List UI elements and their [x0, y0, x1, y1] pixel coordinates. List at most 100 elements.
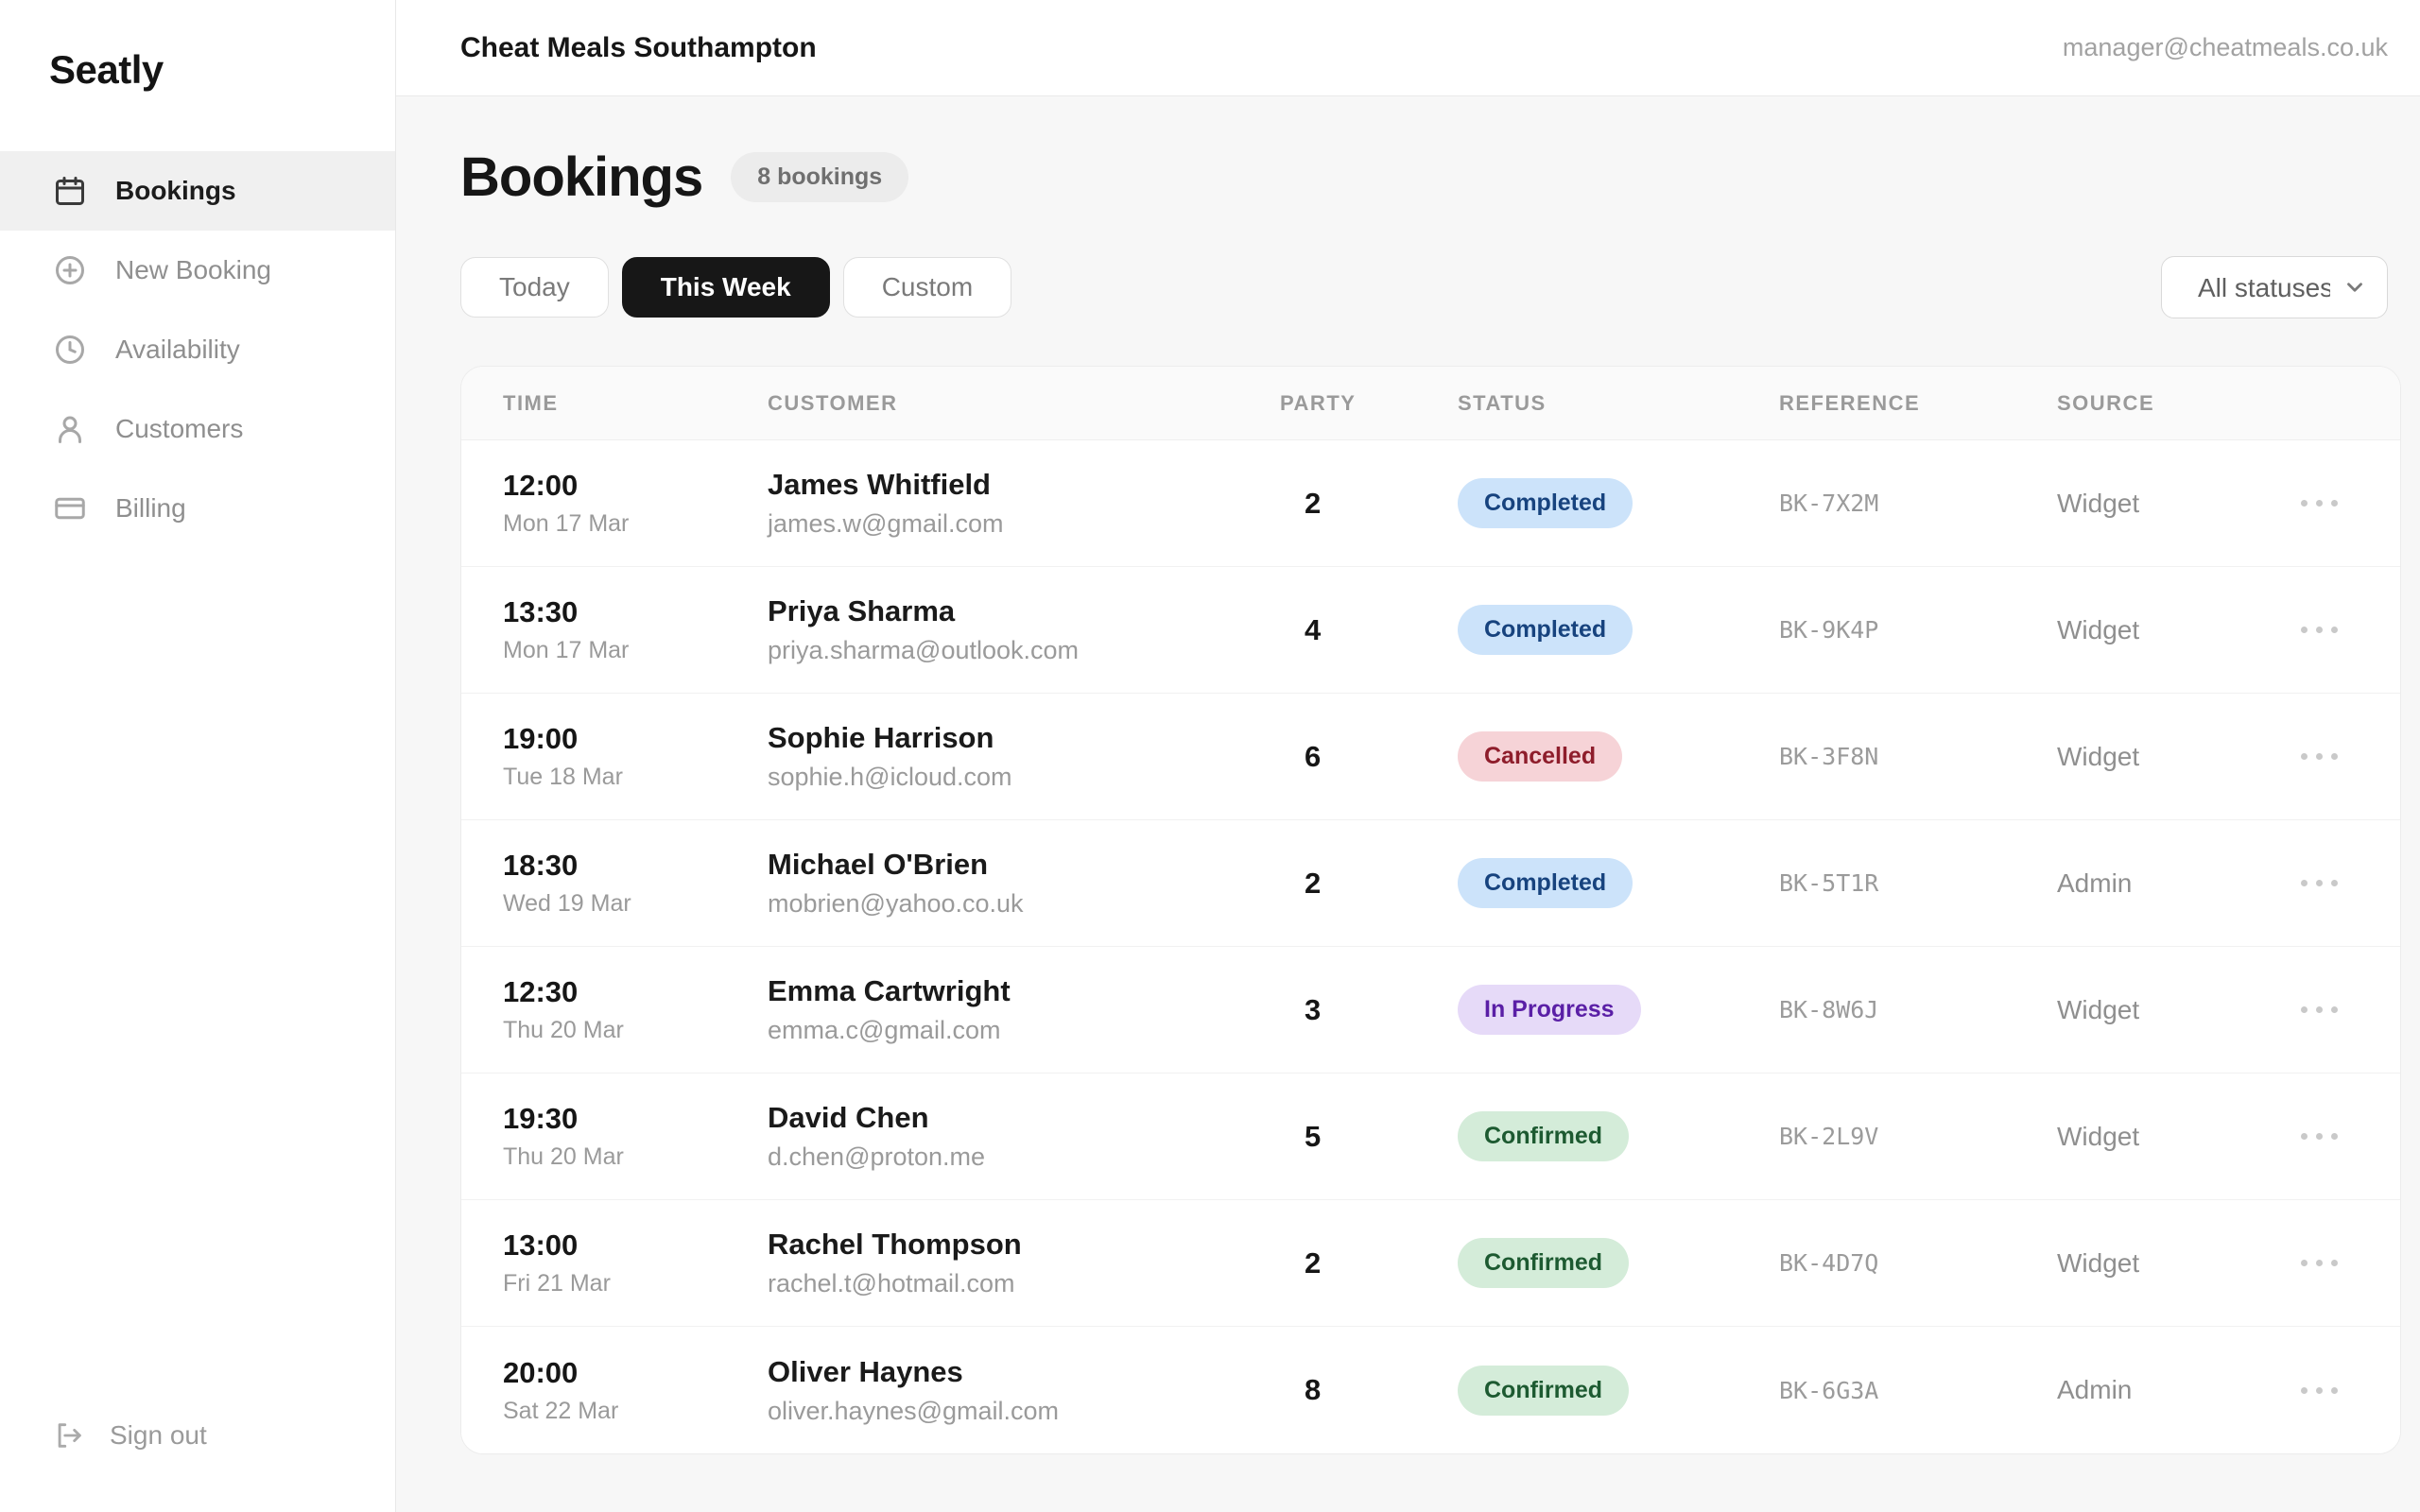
- booking-source: Widget: [2057, 994, 2140, 1024]
- booking-source: Widget: [2057, 1247, 2140, 1278]
- customer-email: sophie.h@icloud.com: [768, 763, 1012, 791]
- filter-this-week-button[interactable]: This Week: [621, 257, 830, 318]
- row-actions-button[interactable]: [2288, 1246, 2351, 1280]
- row-actions-button[interactable]: [2288, 1374, 2351, 1407]
- booking-source: Widget: [2057, 741, 2140, 771]
- booking-time-cell: 12:30 Thu 20 Mar: [503, 975, 768, 1044]
- row-actions-button[interactable]: [2288, 993, 2351, 1026]
- booking-reference: BK-9K4P: [1779, 616, 1879, 644]
- filter-custom-button[interactable]: Custom: [842, 257, 1012, 318]
- customer-cell: Michael O'Brien mobrien@yahoo.co.uk: [768, 848, 1280, 919]
- status-badge: Cancelled: [1458, 731, 1623, 782]
- booking-time: 13:30: [503, 595, 579, 628]
- customer-name: Emma Cartwright: [768, 974, 1011, 1007]
- customer-email: priya.sharma@outlook.com: [768, 636, 1080, 664]
- customer-cell: Priya Sharma priya.sharma@outlook.com: [768, 594, 1280, 665]
- booking-date: Mon 17 Mar: [503, 637, 630, 663]
- booking-time: 12:00: [503, 469, 579, 502]
- booking-reference: BK-7X2M: [1779, 490, 1879, 517]
- table-header-row: TIME CUSTOMER PARTY STATUS REFERENCE SOU…: [461, 367, 2400, 440]
- booking-time-cell: 13:00 Fri 21 Mar: [503, 1228, 768, 1297]
- booking-time-cell: 19:30 Thu 20 Mar: [503, 1102, 768, 1171]
- status-cell: Confirmed: [1458, 1238, 1779, 1288]
- sign-out-label: Sign out: [110, 1420, 207, 1450]
- booking-time-cell: 18:30 Wed 19 Mar: [503, 849, 768, 918]
- booking-source: Widget: [2057, 488, 2140, 518]
- party-size: 2: [1305, 486, 1322, 520]
- status-badge: Confirmed: [1458, 1365, 1629, 1416]
- booking-time-cell: 13:30 Mon 17 Mar: [503, 595, 768, 664]
- party-size: 6: [1305, 739, 1322, 773]
- booking-time: 13:00: [503, 1228, 579, 1262]
- customer-cell: Sophie Harrison sophie.h@icloud.com: [768, 721, 1280, 792]
- booking-time-cell: 19:00 Tue 18 Mar: [503, 722, 768, 791]
- booking-source: Widget: [2057, 614, 2140, 644]
- booking-time: 19:00: [503, 722, 579, 755]
- booking-time-cell: 12:00 Mon 17 Mar: [503, 469, 768, 538]
- booking-date: Wed 19 Mar: [503, 890, 631, 917]
- status-cell: Completed: [1458, 858, 1779, 908]
- status-cell: Confirmed: [1458, 1111, 1779, 1161]
- booking-date: Sat 22 Mar: [503, 1397, 619, 1424]
- sidebar-item-label: Availability: [115, 335, 240, 364]
- sidebar-item-billing[interactable]: Billing: [0, 469, 395, 548]
- customer-email: rachel.t@hotmail.com: [768, 1269, 1015, 1297]
- table-row: 13:00 Fri 21 Mar Rachel Thompson rachel.…: [461, 1200, 2400, 1327]
- status-filter-wrap: All statuses: [2161, 256, 2388, 318]
- booking-source: Admin: [2057, 868, 2133, 898]
- booking-time: 19:30: [503, 1102, 579, 1135]
- table-row: 19:30 Thu 20 Mar David Chen d.chen@proto…: [461, 1074, 2400, 1200]
- party-size: 2: [1305, 1246, 1322, 1280]
- bookings-table: TIME CUSTOMER PARTY STATUS REFERENCE SOU…: [460, 366, 2401, 1454]
- sidebar: Seatly Bookings New Booking Availability: [0, 0, 396, 1512]
- table-row: 13:30 Mon 17 Mar Priya Sharma priya.shar…: [461, 567, 2400, 694]
- party-size: 2: [1305, 866, 1322, 900]
- user-email: manager@cheatmeals.co.uk: [2062, 33, 2388, 61]
- status-cell: Confirmed: [1458, 1365, 1779, 1416]
- booking-source: Admin: [2057, 1375, 2133, 1404]
- status-badge: Completed: [1458, 605, 1634, 655]
- actions-cell: [2282, 613, 2400, 646]
- customer-name: Oliver Haynes: [768, 1354, 963, 1388]
- actions-cell: [2282, 740, 2400, 773]
- status-filter-select[interactable]: All statuses: [2161, 256, 2388, 318]
- sidebar-item-availability[interactable]: Availability: [0, 310, 395, 389]
- column-header-source: SOURCE: [2057, 390, 2155, 415]
- column-header-reference: REFERENCE: [1779, 390, 1921, 415]
- main-area: Cheat Meals Southampton manager@cheatmea…: [396, 0, 2420, 1512]
- actions-cell: [2282, 867, 2400, 900]
- customer-email: emma.c@gmail.com: [768, 1016, 1001, 1044]
- status-badge: Confirmed: [1458, 1238, 1629, 1288]
- row-actions-button[interactable]: [2288, 487, 2351, 520]
- row-actions-button[interactable]: [2288, 740, 2351, 773]
- row-actions-button[interactable]: [2288, 867, 2351, 900]
- status-badge: Completed: [1458, 858, 1634, 908]
- booking-date: Tue 18 Mar: [503, 764, 623, 790]
- filter-today-button[interactable]: Today: [460, 257, 609, 318]
- booking-reference: BK-4D7Q: [1779, 1249, 1879, 1277]
- table-body: 12:00 Mon 17 Mar James Whitfield james.w…: [461, 440, 2400, 1453]
- sign-out-button[interactable]: Sign out: [0, 1419, 395, 1512]
- sidebar-item-customers[interactable]: Customers: [0, 389, 395, 469]
- sidebar-item-label: New Booking: [115, 255, 271, 284]
- status-cell: Cancelled: [1458, 731, 1779, 782]
- booking-reference: BK-6G3A: [1779, 1376, 1879, 1404]
- customer-cell: Emma Cartwright emma.c@gmail.com: [768, 974, 1280, 1045]
- sidebar-item-new-booking[interactable]: New Booking: [0, 231, 395, 310]
- top-bar: Cheat Meals Southampton manager@cheatmea…: [396, 0, 2420, 96]
- customer-email: d.chen@proton.me: [768, 1143, 986, 1171]
- customer-cell: Rachel Thompson rachel.t@hotmail.com: [768, 1228, 1280, 1298]
- status-badge: Completed: [1458, 478, 1634, 528]
- customer-name: Sophie Harrison: [768, 721, 994, 754]
- sidebar-item-bookings[interactable]: Bookings: [0, 151, 395, 231]
- customer-name: Rachel Thompson: [768, 1228, 1022, 1261]
- actions-cell: [2282, 487, 2400, 520]
- sidebar-item-label: Customers: [115, 414, 244, 443]
- booking-reference: BK-8W6J: [1779, 996, 1879, 1023]
- table-row: 12:30 Thu 20 Mar Emma Cartwright emma.c@…: [461, 947, 2400, 1074]
- row-actions-button[interactable]: [2288, 613, 2351, 646]
- table-row: 20:00 Sat 22 Mar Oliver Haynes oliver.ha…: [461, 1327, 2400, 1453]
- page-title: Bookings: [460, 146, 703, 208]
- row-actions-button[interactable]: [2288, 1120, 2351, 1153]
